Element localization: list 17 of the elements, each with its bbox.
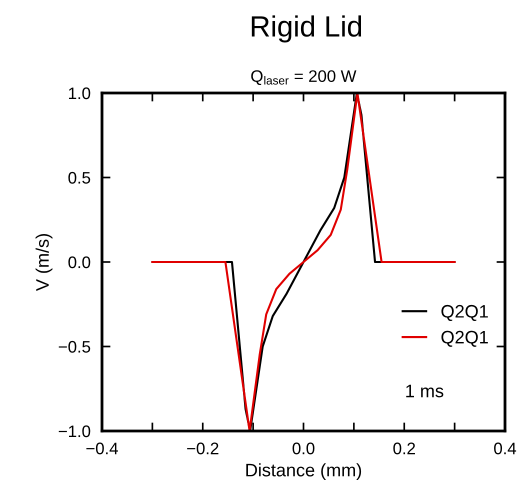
chart-subtitle: Q$_{laser}$ = 200 W <box>251 70 356 86</box>
x-tick-label: −0.4 <box>86 442 118 454</box>
y-tick-label: 0.0 <box>68 256 90 268</box>
legend-label: Q2Q1 <box>441 304 488 321</box>
x-tick-label: 0.0 <box>292 442 314 454</box>
x-axis-title: Distance (mm) <box>246 463 362 480</box>
y-tick-label: 0.5 <box>68 172 90 184</box>
y-tick-label: −1.0 <box>58 425 90 438</box>
annotation: 1 ms <box>406 384 444 398</box>
legend-label: Q2Q1 <box>441 330 488 347</box>
y-tick-label: −0.5 <box>58 340 90 353</box>
x-tick-label: 0.4 <box>494 442 516 454</box>
y-axis-title: V (m/s) <box>36 234 52 292</box>
x-tick-label: 0.2 <box>393 442 415 454</box>
x-tick-label: −0.2 <box>187 442 218 454</box>
y-tick-label: 1.0 <box>68 87 90 100</box>
chart-title: Rigid Lid <box>252 15 362 42</box>
